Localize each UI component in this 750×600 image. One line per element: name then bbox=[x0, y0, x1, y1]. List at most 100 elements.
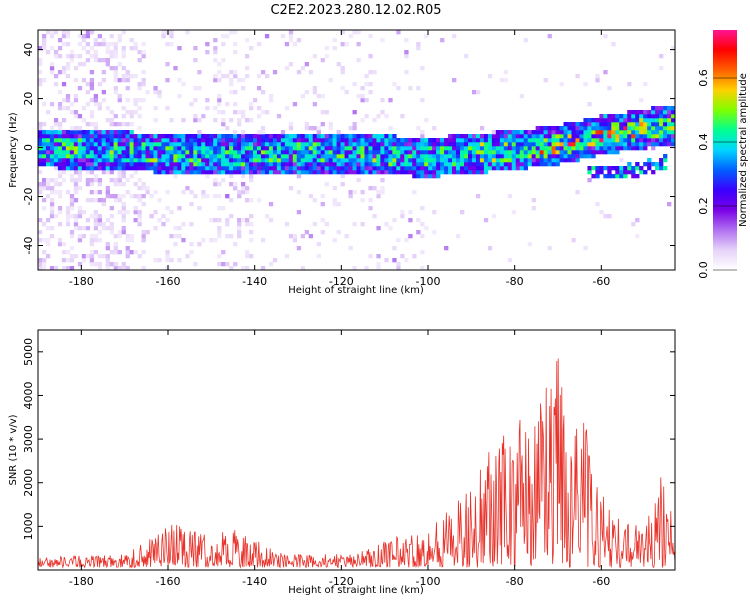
x-tick-label: -60 bbox=[592, 275, 610, 288]
spectrogram-cell bbox=[101, 254, 106, 259]
spectrogram-cell bbox=[260, 238, 266, 243]
spectrogram-cell bbox=[245, 158, 250, 163]
spectrogram-cell bbox=[97, 182, 102, 187]
spectrogram-cell bbox=[85, 30, 91, 35]
spectrogram-cell bbox=[157, 90, 162, 95]
spectrogram-cell bbox=[511, 210, 517, 215]
spectrogram-cell bbox=[424, 34, 429, 39]
spectrogram-cell bbox=[93, 238, 99, 243]
spectrogram-cell bbox=[412, 146, 417, 151]
spectrogram-cell bbox=[408, 138, 413, 143]
spectrogram-cell bbox=[272, 158, 278, 163]
spectrogram-cell bbox=[436, 170, 441, 175]
spectrogram-cell bbox=[272, 150, 278, 155]
spectrogram-cell bbox=[587, 138, 592, 143]
spectrogram-cell bbox=[340, 138, 345, 143]
spectrogram-cell bbox=[611, 174, 616, 179]
spectrogram-cell bbox=[113, 138, 118, 143]
spectrogram-cell bbox=[280, 162, 286, 167]
spectrogram-cell bbox=[523, 154, 528, 159]
spectrogram-cell bbox=[336, 138, 341, 143]
spectrogram-cell bbox=[292, 138, 298, 143]
spectrogram-cell bbox=[197, 130, 202, 135]
spectrogram-cell bbox=[121, 74, 126, 79]
spectrogram-cell bbox=[161, 170, 166, 175]
spectrogram-cell bbox=[137, 142, 142, 147]
spectrogram-cell bbox=[336, 150, 341, 155]
spectrogram-cell bbox=[539, 158, 544, 163]
spectrogram-cell bbox=[221, 34, 226, 39]
spectrogram-cell bbox=[559, 146, 564, 151]
spectrogram-cell bbox=[400, 214, 405, 219]
spectrogram-cell bbox=[133, 162, 138, 167]
spectrogram-cell bbox=[376, 114, 381, 119]
spectrogram-cell bbox=[619, 130, 624, 135]
spectrogram-cell bbox=[507, 142, 513, 147]
spectrogram-cell bbox=[380, 150, 385, 155]
spectrogram-cell bbox=[61, 250, 67, 255]
spectrogram-cell bbox=[607, 170, 612, 175]
spectrogram-cell bbox=[475, 150, 481, 155]
spectrogram-cell bbox=[157, 258, 162, 263]
spectrogram-cell bbox=[61, 134, 67, 139]
spectrogram-cell bbox=[109, 150, 114, 155]
spectrogram-cell bbox=[41, 78, 47, 83]
spectrogram-cell bbox=[408, 158, 413, 163]
spectrogram-cell bbox=[460, 170, 465, 175]
spectrogram-cell bbox=[193, 134, 198, 139]
spectrogram-cell bbox=[436, 174, 441, 179]
spectrogram-cell bbox=[659, 110, 664, 115]
spectrogram-cell bbox=[105, 58, 110, 63]
x-tick-label: -80 bbox=[506, 575, 524, 588]
spectrogram-cell bbox=[157, 154, 162, 159]
spectrogram-cell bbox=[615, 166, 620, 171]
spectrogram-cell bbox=[109, 138, 114, 143]
spectrogram-cell bbox=[97, 254, 102, 259]
spectrogram-cell bbox=[631, 110, 636, 115]
spectrogram-cell bbox=[85, 102, 91, 107]
spectrogram-cell bbox=[121, 158, 126, 163]
spectrogram-cell bbox=[69, 134, 75, 139]
spectrogram-cell bbox=[241, 162, 246, 167]
spectrogram-cell bbox=[153, 170, 158, 175]
spectrogram-cell bbox=[241, 186, 246, 191]
spectrogram-cell bbox=[77, 170, 83, 175]
spectrogram-cell bbox=[65, 134, 71, 139]
spectrogram-cell bbox=[109, 194, 114, 199]
spectrogram-cell bbox=[479, 134, 485, 139]
spectrogram-cell bbox=[245, 162, 250, 167]
spectrogram-cell bbox=[448, 162, 453, 167]
spectrogram-cell bbox=[129, 110, 134, 115]
spectrogram-cell bbox=[396, 266, 401, 271]
spectrogram-cell bbox=[233, 166, 238, 171]
spectrogram-cell bbox=[77, 54, 83, 59]
spectrogram-cell bbox=[177, 78, 182, 83]
spectrogram-cell bbox=[659, 166, 664, 171]
spectrogram-cell bbox=[69, 194, 75, 199]
spectrogram-cell bbox=[137, 186, 142, 191]
spectrogram-cell bbox=[539, 154, 544, 159]
spectrogram-cell bbox=[316, 134, 321, 139]
spectrogram-cell bbox=[651, 122, 656, 127]
spectrogram-cell bbox=[356, 170, 361, 175]
spectrogram-cell bbox=[93, 158, 99, 163]
spectrogram-cell bbox=[268, 202, 274, 207]
spectrogram-cell bbox=[45, 186, 51, 191]
spectrogram-cell bbox=[647, 138, 652, 143]
spectrogram-cell bbox=[137, 134, 142, 139]
spectrogram-cell bbox=[268, 218, 274, 223]
spectrogram-cell bbox=[49, 210, 55, 215]
spectrogram-cell bbox=[428, 162, 433, 167]
y-tick-label: 0 bbox=[22, 144, 35, 151]
spectrogram-cell bbox=[129, 174, 134, 179]
spectrogram-cell bbox=[97, 198, 102, 203]
spectrogram-cell bbox=[436, 146, 441, 151]
spectrogram-cell bbox=[412, 150, 417, 155]
spectrogram-cell bbox=[137, 126, 142, 131]
spectrogram-cell bbox=[659, 122, 664, 127]
spectrogram-cell bbox=[133, 166, 138, 171]
spectrogram-cell bbox=[145, 138, 150, 143]
spectrogram-cell bbox=[304, 166, 310, 171]
spectrogram-cell bbox=[89, 234, 95, 239]
spectrogram-cell bbox=[189, 146, 194, 151]
